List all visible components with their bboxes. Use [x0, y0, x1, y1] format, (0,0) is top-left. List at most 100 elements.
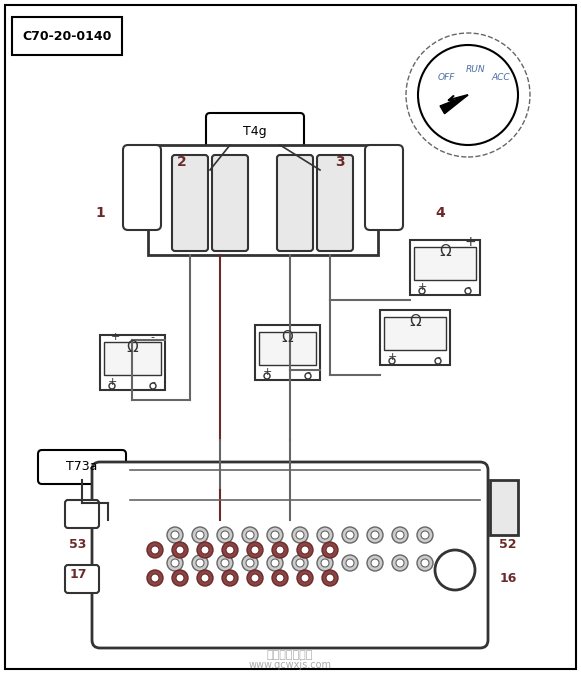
Circle shape [301, 546, 309, 554]
Text: 53: 53 [69, 539, 87, 551]
Text: 3: 3 [335, 155, 345, 169]
FancyBboxPatch shape [317, 155, 353, 251]
FancyBboxPatch shape [38, 450, 126, 484]
Circle shape [292, 527, 308, 543]
Circle shape [147, 570, 163, 586]
Text: T73a: T73a [66, 460, 98, 474]
Text: ACC: ACC [492, 73, 510, 82]
Circle shape [197, 570, 213, 586]
Circle shape [201, 574, 209, 582]
Circle shape [346, 559, 354, 567]
FancyBboxPatch shape [206, 113, 304, 149]
Circle shape [421, 559, 429, 567]
Circle shape [151, 574, 159, 582]
Circle shape [276, 574, 284, 582]
FancyBboxPatch shape [259, 332, 316, 365]
Circle shape [371, 531, 379, 539]
Circle shape [271, 531, 279, 539]
Circle shape [271, 559, 279, 567]
Circle shape [176, 546, 184, 554]
FancyBboxPatch shape [277, 155, 313, 251]
Circle shape [276, 546, 284, 554]
Text: 4: 4 [435, 206, 445, 220]
Text: +: + [417, 282, 426, 292]
Circle shape [417, 555, 433, 571]
Circle shape [296, 559, 304, 567]
Text: -: - [466, 282, 470, 292]
FancyBboxPatch shape [410, 240, 480, 295]
Text: +: + [107, 377, 117, 387]
Text: 1: 1 [95, 206, 105, 220]
Circle shape [317, 527, 333, 543]
Circle shape [197, 542, 213, 558]
Circle shape [297, 542, 313, 558]
Circle shape [222, 570, 238, 586]
FancyBboxPatch shape [100, 335, 165, 390]
Circle shape [172, 542, 188, 558]
Circle shape [242, 527, 258, 543]
Circle shape [226, 574, 234, 582]
Circle shape [267, 555, 283, 571]
Circle shape [342, 527, 358, 543]
Circle shape [242, 555, 258, 571]
FancyBboxPatch shape [92, 462, 488, 648]
Text: RUN: RUN [466, 65, 486, 75]
Circle shape [371, 559, 379, 567]
Text: -: - [150, 332, 154, 342]
Circle shape [367, 527, 383, 543]
Circle shape [171, 531, 179, 539]
Circle shape [222, 542, 238, 558]
Circle shape [317, 555, 333, 571]
Circle shape [171, 559, 179, 567]
Circle shape [151, 546, 159, 554]
Circle shape [326, 546, 334, 554]
Text: -: - [306, 367, 310, 377]
Text: +: + [262, 367, 272, 377]
Circle shape [292, 555, 308, 571]
FancyBboxPatch shape [490, 480, 518, 535]
Text: 汽车维修技术网: 汽车维修技术网 [267, 650, 313, 660]
Circle shape [322, 542, 338, 558]
Circle shape [221, 531, 229, 539]
Text: 2: 2 [177, 155, 187, 169]
Circle shape [418, 45, 518, 145]
Circle shape [196, 559, 204, 567]
Text: Ω: Ω [127, 340, 138, 355]
Circle shape [272, 570, 288, 586]
Circle shape [247, 570, 263, 586]
Circle shape [326, 574, 334, 582]
FancyBboxPatch shape [65, 500, 99, 528]
Text: Ω: Ω [439, 245, 451, 259]
FancyBboxPatch shape [365, 145, 403, 230]
Circle shape [176, 574, 184, 582]
Circle shape [251, 546, 259, 554]
Text: Ω: Ω [282, 330, 293, 344]
Circle shape [192, 527, 208, 543]
FancyBboxPatch shape [12, 17, 122, 55]
Text: +: + [464, 235, 476, 249]
Text: +: + [110, 332, 120, 342]
FancyBboxPatch shape [65, 565, 99, 593]
FancyBboxPatch shape [414, 247, 476, 280]
FancyBboxPatch shape [123, 145, 161, 230]
Text: OFF: OFF [437, 73, 455, 82]
Circle shape [421, 531, 429, 539]
Circle shape [267, 527, 283, 543]
Text: C70-20-0140: C70-20-0140 [22, 30, 112, 42]
Circle shape [201, 546, 209, 554]
Circle shape [247, 542, 263, 558]
Circle shape [396, 559, 404, 567]
Circle shape [196, 531, 204, 539]
Circle shape [217, 555, 233, 571]
Circle shape [346, 531, 354, 539]
Circle shape [272, 542, 288, 558]
Polygon shape [440, 95, 468, 114]
FancyBboxPatch shape [104, 342, 161, 375]
FancyBboxPatch shape [148, 145, 378, 255]
Circle shape [321, 559, 329, 567]
Text: +: + [388, 352, 397, 362]
Circle shape [246, 531, 254, 539]
Circle shape [417, 527, 433, 543]
Circle shape [246, 559, 254, 567]
FancyBboxPatch shape [212, 155, 248, 251]
